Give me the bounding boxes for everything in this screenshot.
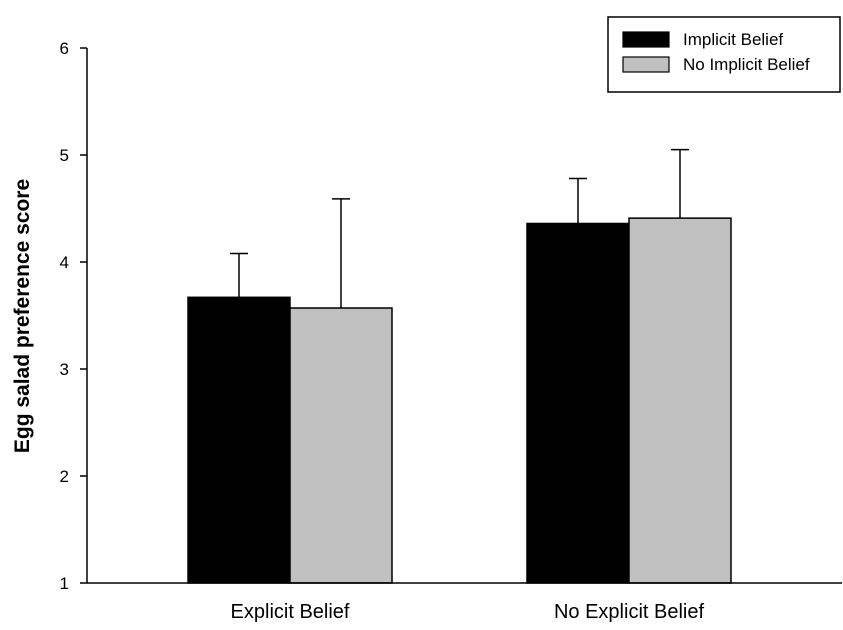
x-category-label: No Explicit Belief	[554, 601, 705, 623]
legend-box	[607, 16, 841, 93]
y-tick-label: 2	[60, 467, 69, 486]
bar-implicit-belief	[187, 296, 291, 584]
y-tick-label: 5	[60, 146, 69, 165]
bar-no-implicit-belief	[628, 217, 732, 584]
x-category-label: Explicit Belief	[231, 601, 350, 623]
y-tick-label: 4	[60, 253, 69, 272]
y-axis-ticks: 1 2 3 4 5 6	[60, 39, 87, 593]
y-tick-label: 3	[60, 360, 69, 379]
bar-no-implicit-belief	[289, 307, 393, 584]
legend-label: No Implicit Belief	[683, 55, 810, 74]
bar-implicit-belief	[526, 222, 630, 584]
legend-swatch	[622, 31, 670, 48]
legend-swatch	[622, 56, 670, 73]
legend: Implicit Belief No Implicit Belief	[607, 16, 841, 93]
y-tick-label: 6	[60, 39, 69, 58]
y-axis-title: Egg salad preference score	[11, 179, 34, 453]
legend-label: Implicit Belief	[683, 30, 783, 49]
x-axis-labels: Explicit Belief No Explicit Belief	[231, 601, 705, 623]
bars	[187, 217, 732, 584]
y-tick-label: 1	[60, 574, 69, 593]
error-bars	[230, 148, 689, 309]
